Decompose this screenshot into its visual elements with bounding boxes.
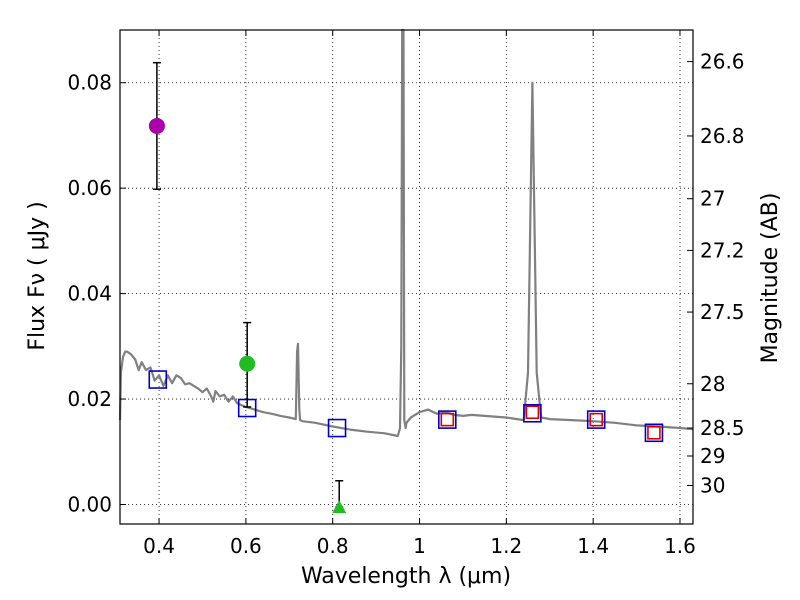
- x-tick-label: 1.2: [490, 534, 522, 558]
- y-tick-label: 0.06: [67, 176, 112, 200]
- right-axis-label: Magnitude (AB): [758, 193, 783, 364]
- model-band-square: [148, 370, 168, 389]
- right-tick-label: 27.5: [700, 300, 745, 324]
- x-tick-label: 1: [413, 534, 426, 558]
- axes-frame: [119, 29, 694, 525]
- x-axis-label: Wavelength λ (μm): [301, 564, 511, 589]
- model-band-square: [438, 410, 457, 429]
- x-tick-label: 1.6: [664, 534, 696, 558]
- upper-limit-triangle: [332, 500, 347, 514]
- y-tick-labels: 0.00 0.02 0.04 0.06 0.08: [67, 71, 112, 517]
- y-tick-label: 0.04: [67, 282, 112, 306]
- model-band-square: [327, 418, 347, 438]
- observed-band-square: [647, 425, 661, 440]
- sed-model-curve: [118, 28, 694, 438]
- y-tick-label: 0.02: [67, 387, 112, 411]
- right-tick-label: 27.2: [700, 238, 745, 262]
- right-tick-label: 28.5: [700, 416, 745, 440]
- sed-curve-layer: [118, 28, 694, 438]
- x-tick-label: 0.4: [143, 534, 175, 558]
- right-tick-label: 26.6: [700, 50, 745, 74]
- model-band-square: [586, 410, 606, 429]
- observed-band-square: [589, 412, 603, 427]
- right-tick-label: 29: [700, 444, 725, 468]
- model-band-square: [523, 403, 542, 423]
- x-tick-label: 1.4: [577, 534, 609, 558]
- plot-frame: [119, 29, 694, 525]
- right-tick-label: 26.8: [700, 124, 745, 148]
- x-tick-label: 0.8: [317, 534, 349, 558]
- observation-point: [239, 355, 256, 372]
- x-tick-labels: 0.4 0.6 0.8 1 1.2 1.4 1.6: [143, 534, 696, 558]
- observed-band-square: [525, 405, 540, 420]
- y-axis-label: Flux Fν ( μJy ): [25, 201, 50, 350]
- right-tick-labels: 26.6 26.8 27 27.2 27.5 28 28.5 29 30: [700, 50, 745, 498]
- marker-layer: [148, 61, 664, 514]
- right-tick-label: 28: [700, 372, 725, 396]
- tick-marks: [120, 30, 693, 524]
- y-tick-label: 0.08: [67, 71, 112, 95]
- observed-band-square: [440, 412, 455, 427]
- y-tick-label: 0.00: [67, 492, 112, 516]
- observation-point: [148, 117, 165, 134]
- model-band-square: [644, 423, 664, 443]
- grid-lines: [120, 30, 693, 524]
- x-tick-label: 0.6: [230, 534, 262, 558]
- right-tick-label: 30: [700, 474, 725, 498]
- right-tick-label: 27: [700, 187, 725, 211]
